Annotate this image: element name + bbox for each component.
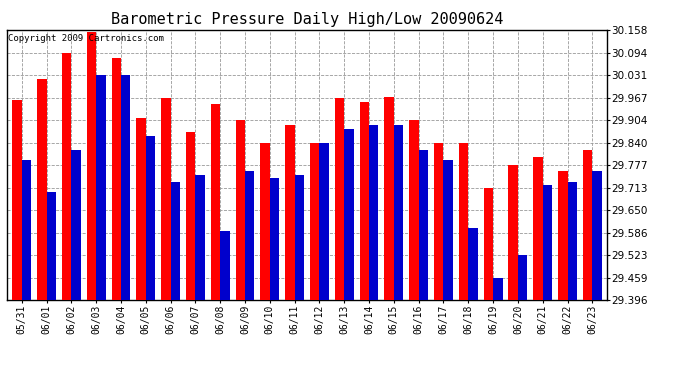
Bar	[484, 188, 493, 300]
Bar	[47, 192, 56, 300]
Bar	[12, 100, 22, 300]
Bar	[394, 125, 403, 300]
Bar	[285, 125, 295, 300]
Bar	[384, 97, 394, 300]
Bar	[146, 136, 155, 300]
Bar	[112, 58, 121, 300]
Bar	[319, 142, 329, 300]
Text: Copyright 2009 Cartronics.com: Copyright 2009 Cartronics.com	[8, 34, 164, 43]
Bar	[567, 182, 577, 300]
Bar	[469, 228, 477, 300]
Bar	[533, 157, 543, 300]
Bar	[509, 165, 518, 300]
Title: Barometric Pressure Daily High/Low 20090624: Barometric Pressure Daily High/Low 20090…	[111, 12, 503, 27]
Bar	[62, 53, 71, 300]
Bar	[583, 150, 592, 300]
Bar	[137, 118, 146, 300]
Bar	[369, 125, 379, 300]
Bar	[459, 142, 469, 300]
Bar	[359, 102, 369, 300]
Bar	[444, 160, 453, 300]
Bar	[195, 175, 205, 300]
Bar	[270, 178, 279, 300]
Bar	[335, 98, 344, 300]
Bar	[87, 32, 96, 300]
Bar	[592, 171, 602, 300]
Bar	[493, 278, 502, 300]
Bar	[235, 120, 245, 300]
Bar	[186, 132, 195, 300]
Bar	[419, 150, 428, 300]
Bar	[310, 142, 319, 300]
Bar	[96, 75, 106, 300]
Bar	[37, 79, 47, 300]
Bar	[170, 182, 180, 300]
Bar	[121, 75, 130, 300]
Bar	[434, 142, 444, 300]
Bar	[211, 104, 220, 300]
Bar	[71, 150, 81, 300]
Bar	[558, 171, 567, 300]
Bar	[409, 120, 419, 300]
Bar	[344, 129, 354, 300]
Bar	[22, 160, 31, 300]
Bar	[295, 175, 304, 300]
Bar	[245, 171, 255, 300]
Bar	[161, 98, 170, 300]
Bar	[260, 142, 270, 300]
Bar	[220, 231, 230, 300]
Bar	[543, 185, 552, 300]
Bar	[518, 255, 527, 300]
